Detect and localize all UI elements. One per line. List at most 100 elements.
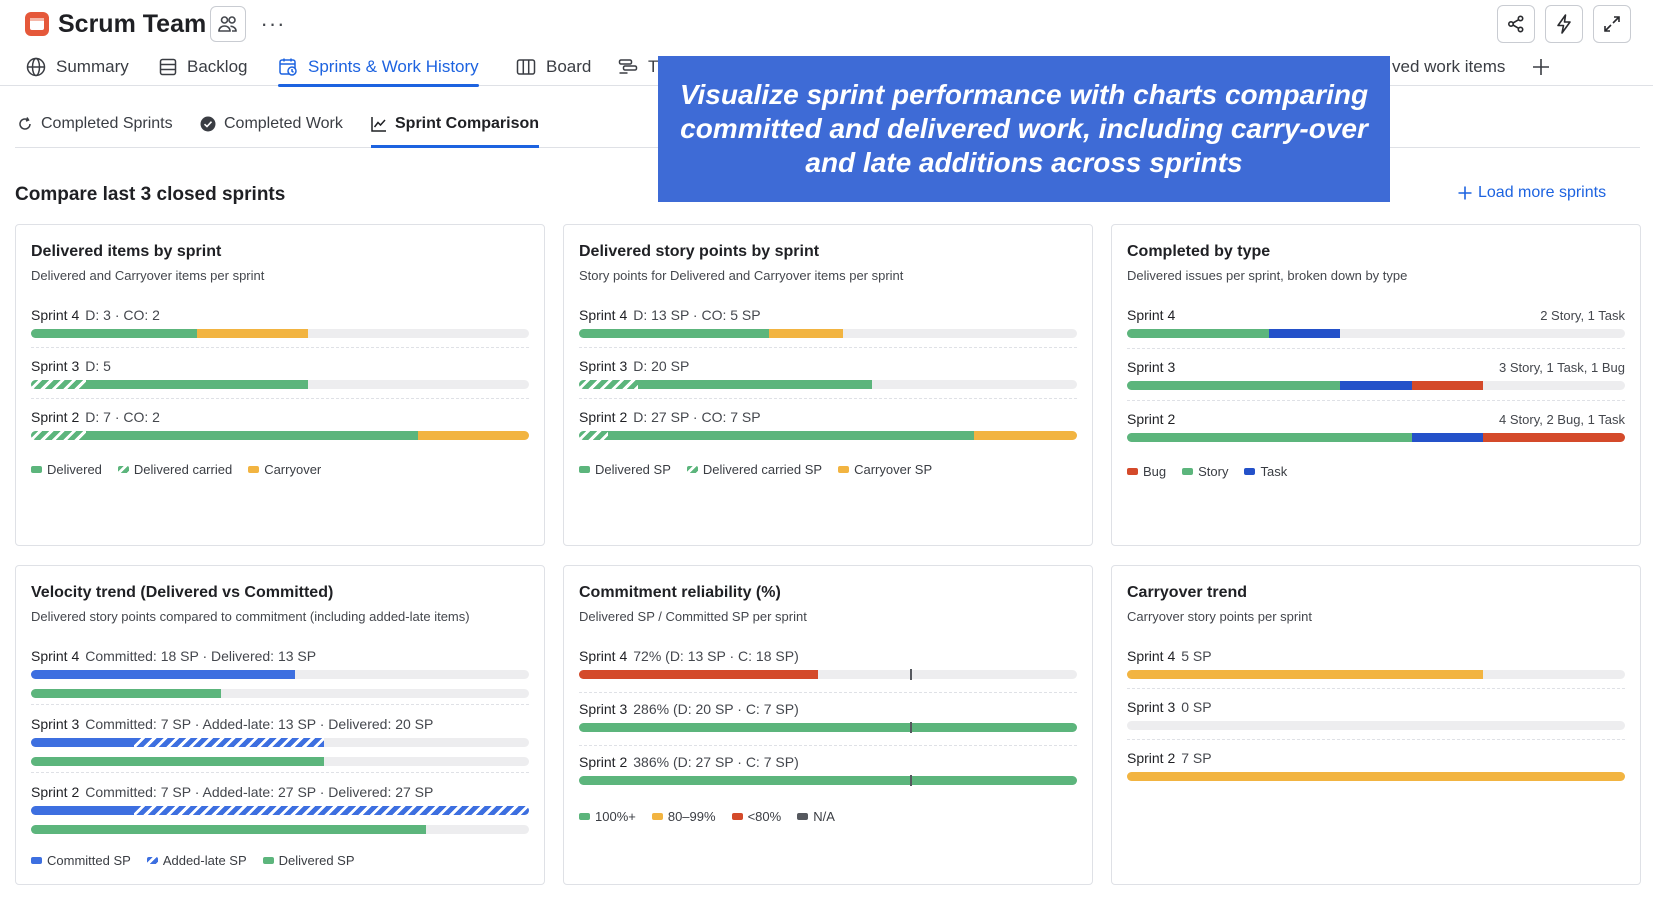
project-logo-icon: [25, 12, 49, 36]
row-divider: [31, 398, 529, 399]
row-divider: [1127, 348, 1625, 349]
delivered-bar-segment: [86, 431, 419, 440]
sprint-detail: 286% (D: 20 SP · C: 7 SP): [633, 701, 799, 717]
delivered-sp-bar-segment: [31, 689, 222, 698]
sprint-name: Sprint 2: [31, 784, 80, 800]
app-header: Scrum Team ···: [0, 0, 1653, 48]
type-summary: 3 Story, 1 Task, 1 Bug: [1499, 360, 1625, 375]
legend-swatch: [1182, 468, 1194, 475]
team-button[interactable]: [210, 6, 246, 42]
tab-timeline[interactable]: T: [618, 48, 658, 86]
plus-icon: [1458, 186, 1472, 200]
row-divider: [1127, 400, 1625, 401]
task-bar-segment: [1411, 433, 1483, 442]
committed-track: [31, 670, 529, 679]
added-late-sp-bar-segment: [133, 738, 324, 747]
bar-track: [31, 329, 529, 338]
committed-sp-bar-segment: [31, 670, 295, 679]
tab-completed-sprints[interactable]: Completed Sprints: [17, 100, 173, 147]
bar-track: [579, 723, 1077, 732]
carryover-bar-segment: [418, 431, 529, 440]
tab-completed-work[interactable]: Completed Work: [200, 100, 343, 147]
tab-sprint-comparison[interactable]: Sprint Comparison: [371, 100, 540, 148]
tab-archived-work-items[interactable]: ved work items: [1392, 48, 1505, 86]
card-commitment-reliability: Commitment reliability (%) Delivered SP …: [563, 565, 1093, 885]
tab-label: Backlog: [187, 57, 248, 76]
sprint-detail: D: 5: [85, 358, 111, 374]
sprint-name: Sprint 2: [1127, 411, 1176, 427]
added-late-sp-bar-segment: [133, 806, 529, 815]
tab-label: T: [648, 57, 659, 76]
legend-swatch: [579, 813, 590, 820]
sprint-name: Sprint 4: [1127, 648, 1176, 664]
share-button[interactable]: [1497, 5, 1535, 43]
reliability-bar-segment: [579, 723, 1077, 732]
delivered-sp-bar-segment: [608, 431, 975, 440]
sprint-name: Sprint 4: [1127, 307, 1176, 323]
bar-track: [1127, 670, 1625, 679]
tab-board[interactable]: Board: [516, 48, 591, 86]
tab-label: Sprints & Work History: [308, 57, 479, 76]
bar-track: [579, 670, 1077, 679]
sprint-detail: D: 27 SP · CO: 7 SP: [633, 409, 761, 425]
automation-button[interactable]: [1545, 5, 1583, 43]
card-subtitle: Carryover story points per sprint: [1127, 609, 1312, 624]
sprint-row: Sprint 3 D: 5: [31, 358, 529, 398]
story-bar-segment: [1127, 433, 1412, 442]
sprint-row: Sprint 3 0 SP: [1127, 699, 1625, 739]
timeline-icon: [618, 59, 638, 74]
sprint-name: Sprint 2: [1127, 750, 1176, 766]
legend-item: 100%+: [579, 809, 636, 824]
tab-summary[interactable]: Summary: [26, 48, 129, 86]
card-title: Commitment reliability (%): [579, 584, 781, 601]
backlog-icon: [159, 58, 177, 76]
card-subtitle: Delivered issues per sprint, broken down…: [1127, 268, 1408, 283]
row-divider: [579, 745, 1077, 746]
legend-swatch: [262, 857, 274, 864]
sprint-name: Sprint 3: [31, 716, 80, 732]
check-circle-icon: [200, 116, 216, 131]
row-divider: [579, 692, 1077, 693]
sprint-detail: 72% (D: 13 SP · C: 18 SP): [633, 648, 799, 664]
legend-swatch: [248, 466, 260, 473]
tab-label: Completed Work: [224, 114, 343, 132]
legend-swatch: [686, 466, 698, 473]
legend-swatch: [1244, 468, 1256, 475]
sprint-name: Sprint 3: [31, 358, 80, 374]
sprint-row: Sprint 4 D: 3 · CO: 2: [31, 307, 529, 347]
tab-backlog[interactable]: Backlog: [159, 48, 247, 86]
reliability-bar-segment: [579, 670, 819, 679]
tab-label: Summary: [56, 57, 129, 76]
sprint-row: Sprint 3 286% (D: 20 SP · C: 7 SP): [579, 701, 1077, 743]
sprint-row: Sprint 4 72% (D: 13 SP · C: 18 SP): [579, 648, 1077, 690]
sprint-row: Sprint 2 Committed: 7 SP · Added-late: 27…: [31, 784, 529, 840]
tab-sprints-work-history[interactable]: Sprints & Work History: [278, 48, 479, 87]
sub-tabs: Completed Sprints Completed Work Sprint …: [15, 100, 1640, 148]
legend-item: Committed SP: [31, 853, 131, 868]
tab-label: ved work items: [1392, 57, 1506, 76]
sprint-row: Sprint 2 7 SP: [1127, 750, 1625, 790]
row-divider: [1127, 688, 1625, 689]
project-title: Scrum Team: [58, 10, 207, 38]
add-tab-button[interactable]: [1530, 52, 1552, 82]
committed-sp-bar-segment: [31, 806, 134, 815]
load-more-sprints-button[interactable]: Load more sprints: [1458, 184, 1606, 202]
card-carryover-trend: Carryover trend Carryover story points p…: [1111, 565, 1641, 885]
legend-swatch: [651, 813, 663, 820]
carryover-bar-segment: [1127, 670, 1483, 679]
more-actions-button[interactable]: ···: [260, 11, 286, 36]
type-summary: 4 Story, 2 Bug, 1 Task: [1499, 412, 1625, 427]
sprint-detail: 0 SP: [1181, 699, 1212, 715]
sprint-row: Sprint 4 D: 13 SP · CO: 5 SP: [579, 307, 1077, 347]
card-delivered-items: Delivered items by sprint Delivered and …: [15, 224, 545, 546]
tab-label: Sprint Comparison: [395, 114, 540, 132]
card-subtitle: Story points for Delivered and Carryover…: [579, 268, 904, 283]
card-subtitle: Delivered story points compared to commi…: [31, 609, 470, 624]
sprint-name: Sprint 4: [31, 648, 80, 664]
card-title: Delivered story points by sprint: [579, 243, 820, 260]
sprint-name: Sprint 4: [579, 648, 628, 664]
sprint-row: Sprint 4 2 Story, 1 Task: [1127, 307, 1625, 347]
chart-legend: Delivered Delivered carried Carryover: [31, 462, 321, 477]
sprint-row: Sprint 4 Committed: 18 SP · Delivered: 13…: [31, 648, 529, 704]
fullscreen-button[interactable]: [1593, 5, 1631, 43]
